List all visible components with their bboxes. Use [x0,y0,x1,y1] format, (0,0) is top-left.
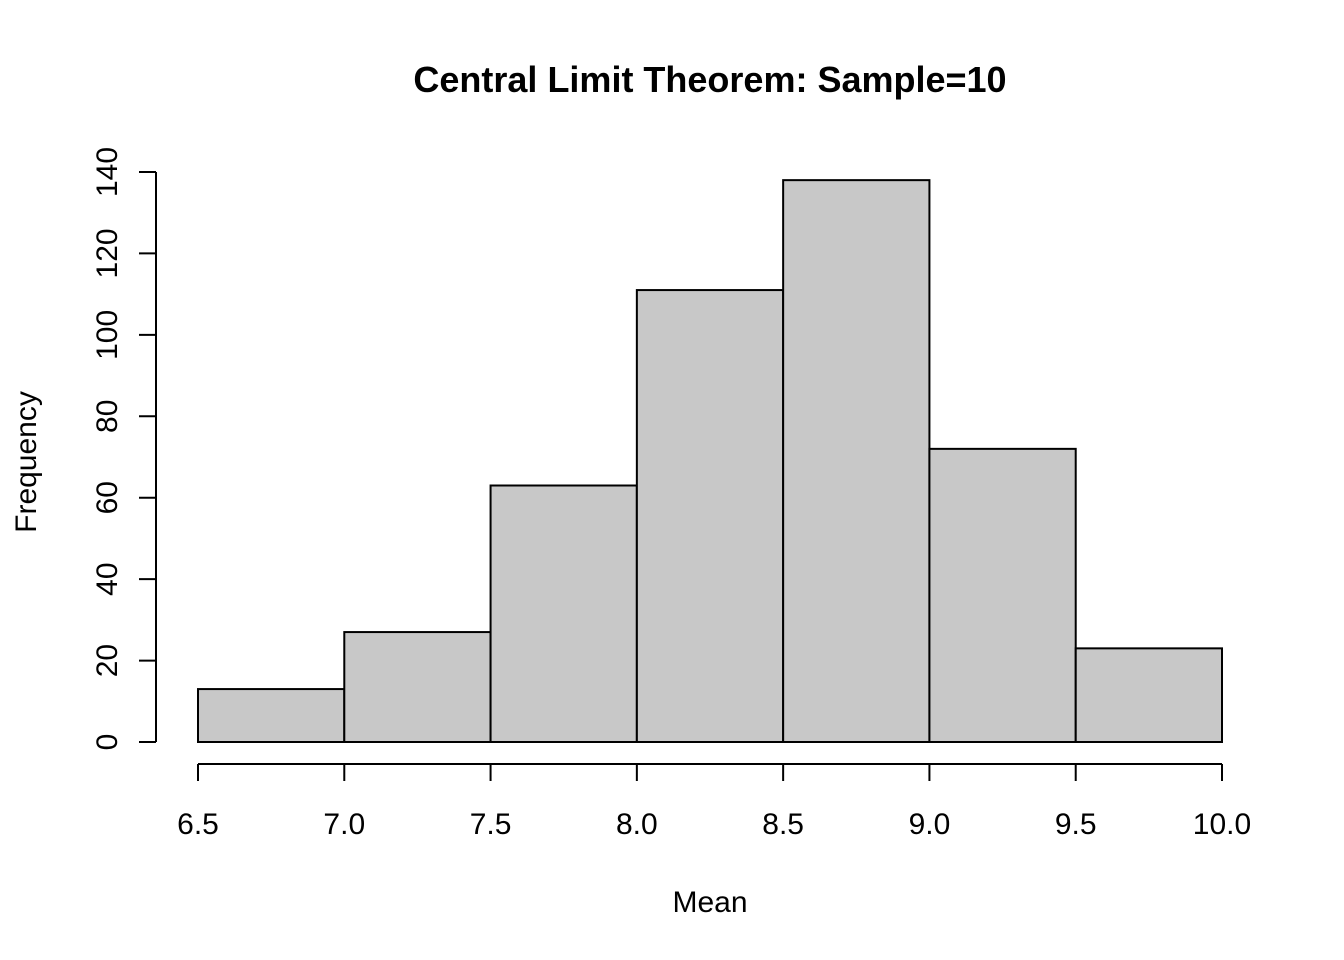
y-tick-label: 20 [91,644,124,677]
x-tick-label: 9.0 [909,808,951,841]
x-tick-label: 8.5 [762,808,804,841]
y-tick-label: 80 [91,400,124,433]
y-tick-label: 60 [91,481,124,514]
histogram-bar-5 [928,447,1077,743]
histogram-bar-1 [343,631,492,743]
x-tick-label: 10.0 [1193,808,1251,841]
histogram-bar-6 [1074,647,1223,743]
x-tick-label: 7.0 [323,808,365,841]
y-tick-label: 40 [91,562,124,595]
y-tick-label: 100 [91,310,124,360]
bars-layer [197,179,1223,743]
x-axis-label: Mean [672,886,747,919]
y-tick-label: 120 [91,228,124,278]
x-axis: 6.5 7.0 7.5 8.0 8.5 9.0 9.5 10.0 [177,763,1251,841]
chart-title: Central Limit Theorem: Sample=10 [413,59,1006,100]
y-axis: 0 20 40 60 80 100 120 140 [91,147,157,751]
y-tick-label: 0 [91,734,124,751]
x-tick-label: 8.0 [616,808,658,841]
y-tick-label: 140 [91,147,124,197]
histogram-bar-2 [489,484,638,743]
x-tick-label: 6.5 [177,808,219,841]
x-tick-label: 7.5 [470,808,512,841]
y-axis-label: Frequency [10,391,43,533]
histogram-bar-3 [635,289,785,743]
x-tick-label: 9.5 [1055,808,1097,841]
histogram-bar-0 [197,688,346,743]
histogram-bar-4 [782,179,931,743]
